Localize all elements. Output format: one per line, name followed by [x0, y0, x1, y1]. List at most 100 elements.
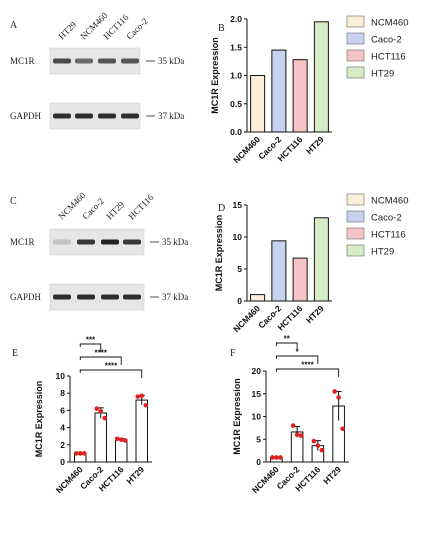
data-point	[94, 406, 100, 411]
bar	[313, 21, 329, 133]
category-label: NCM460	[231, 134, 262, 165]
y-tick-label: 2	[60, 440, 65, 450]
data-point	[332, 389, 337, 394]
panel-letter-d: D	[218, 203, 225, 214]
blot-band	[53, 58, 71, 64]
blot-band	[53, 294, 71, 300]
bar	[271, 240, 287, 302]
legend-label: Caco-2	[371, 35, 402, 46]
significance-label: ****	[105, 362, 118, 371]
blot-band	[123, 239, 141, 245]
y-tick-label: 2.0	[230, 14, 242, 24]
legend-label: HCT116	[371, 230, 406, 241]
y-tick-label: 20	[252, 366, 262, 376]
legend-swatch	[346, 193, 365, 206]
bar	[250, 294, 266, 302]
significance-bracket	[275, 355, 319, 364]
blot-band	[75, 58, 93, 64]
significance-bracket	[275, 368, 340, 377]
category-label: HT29	[304, 303, 326, 325]
legend-label: Caco-2	[371, 213, 402, 224]
bar	[250, 75, 266, 133]
marker-label: 35 kDa	[162, 237, 188, 247]
y-tick-label: 5	[256, 434, 261, 444]
legend-label: NCM460	[371, 196, 409, 207]
y-tick-label: 15	[233, 200, 243, 210]
legend-label: HT29	[371, 69, 394, 80]
data-point	[143, 402, 149, 408]
y-tick-label: 0	[60, 457, 65, 467]
blot-band	[77, 239, 95, 245]
row-label-mc1r: MC1R	[10, 56, 35, 66]
data-point	[139, 393, 145, 399]
legend-swatch	[346, 210, 365, 223]
data-point	[315, 443, 321, 448]
y-axis-label: MC1R Expression	[34, 381, 44, 458]
y-tick-label: 5	[237, 264, 242, 274]
legend-label: HCT116	[371, 52, 406, 63]
data-point	[114, 436, 120, 442]
marker-label: 37 kDa	[158, 111, 184, 121]
y-tick-label: 0	[256, 457, 261, 467]
y-tick-label: 0.5	[230, 99, 242, 109]
category-label: NCM460	[54, 464, 85, 495]
bar	[313, 217, 329, 302]
legend-swatch	[346, 49, 365, 62]
bar	[115, 439, 128, 463]
significance-label: *	[296, 348, 300, 357]
y-axis-label: MC1R Expression	[232, 378, 242, 455]
significance-label: ****	[95, 349, 108, 358]
y-tick-label: 10	[233, 232, 243, 242]
data-point	[270, 455, 275, 460]
data-point	[102, 415, 108, 421]
data-point	[319, 447, 325, 453]
significance-label: **	[284, 335, 291, 344]
lane-label: HT29	[104, 199, 126, 221]
significance-bracket	[275, 342, 298, 351]
lane-label: HT29	[56, 19, 78, 41]
blot-band	[101, 294, 119, 300]
legend-swatch	[346, 15, 365, 28]
data-point	[77, 451, 83, 456]
row-label-mc1r: MC1R	[10, 237, 35, 247]
data-point	[81, 451, 87, 456]
y-axis-label: MC1R Expression	[210, 37, 220, 114]
category-label: HT29	[124, 464, 146, 486]
marker-label: 37 kDa	[162, 292, 188, 302]
category-label: NCM460	[231, 303, 262, 334]
y-tick-label: 10	[56, 371, 66, 381]
blot-band	[98, 113, 116, 119]
blot-band	[53, 113, 71, 119]
significance-bracket	[79, 369, 143, 378]
blot-band	[53, 239, 71, 245]
y-tick-label: 0.0	[230, 127, 242, 137]
y-tick-label: 1.5	[230, 42, 242, 52]
data-point	[298, 433, 304, 438]
y-axis-label: MC1R Expression	[214, 215, 224, 292]
data-point	[73, 451, 79, 456]
panel-letter-a: A	[10, 20, 18, 31]
marker-label: 35 kDa	[158, 56, 184, 66]
legend-label: HT29	[371, 247, 394, 258]
bar	[292, 59, 308, 133]
panel-letter-e: E	[12, 348, 18, 359]
blot-band	[101, 239, 119, 245]
significance-bracket	[79, 343, 102, 352]
y-tick-label: 15	[252, 389, 262, 399]
category-label: HT29	[304, 134, 326, 156]
legend-swatch	[346, 66, 365, 79]
data-point	[278, 455, 283, 460]
panel-letter-c: C	[10, 196, 17, 207]
row-label-gapdh: GAPDH	[10, 111, 42, 121]
y-tick-label: 8	[60, 388, 65, 398]
data-point	[340, 426, 345, 432]
data-point	[274, 455, 279, 460]
bar	[135, 399, 148, 463]
blot-band	[121, 58, 139, 64]
y-tick-label: 1.0	[230, 71, 242, 81]
data-point	[336, 395, 341, 400]
panel-letter-f: F	[230, 348, 236, 359]
data-point	[290, 423, 296, 428]
panel-letter-b: B	[218, 23, 225, 34]
